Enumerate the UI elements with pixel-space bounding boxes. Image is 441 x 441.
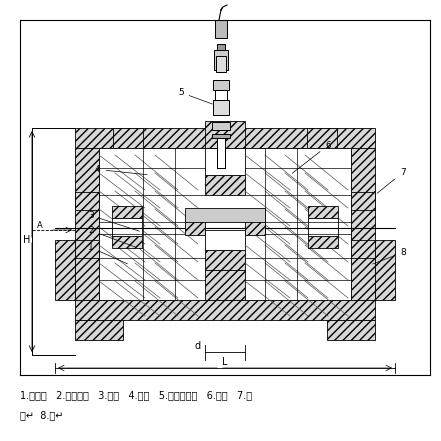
Text: 1: 1	[88, 243, 127, 264]
Bar	[212, 134, 230, 138]
Bar	[112, 206, 142, 218]
Text: d: d	[195, 341, 201, 351]
Bar	[217, 138, 225, 168]
Bar	[75, 148, 99, 300]
Text: 4: 4	[95, 165, 147, 175]
Bar	[205, 230, 245, 250]
Bar	[215, 20, 227, 38]
Bar	[351, 192, 375, 210]
Bar	[55, 240, 75, 300]
Bar	[75, 192, 99, 210]
Bar	[215, 90, 227, 100]
Bar	[205, 121, 245, 148]
Bar	[205, 250, 245, 270]
Bar	[185, 208, 265, 222]
Bar	[213, 80, 229, 90]
Text: L: L	[222, 357, 228, 367]
Text: 5: 5	[178, 88, 213, 104]
Bar	[205, 270, 245, 300]
Bar	[351, 240, 375, 258]
Bar	[75, 300, 375, 320]
Bar	[307, 128, 337, 148]
Bar	[308, 236, 338, 248]
Text: H: H	[23, 235, 31, 245]
Text: 7: 7	[377, 168, 406, 193]
Text: A: A	[37, 221, 43, 231]
Text: 承↵  8.轴↵: 承↵ 8.轴↵	[20, 410, 64, 420]
Bar	[245, 221, 265, 235]
Text: 1.球轴承   2.前导向件   3.张圈   4.壳体   5.前置放大器   6.叶轮   7.轴: 1.球轴承 2.前导向件 3.张圈 4.壳体 5.前置放大器 6.叶轮 7.轴	[20, 390, 252, 400]
Bar	[212, 132, 238, 152]
Bar	[214, 50, 228, 70]
Text: 3: 3	[88, 211, 139, 231]
Bar	[212, 122, 230, 130]
Bar	[185, 221, 205, 235]
Bar	[205, 175, 245, 195]
Bar	[112, 236, 142, 248]
Bar	[75, 320, 123, 340]
Bar	[216, 56, 226, 72]
Bar	[308, 218, 338, 236]
Text: 8: 8	[373, 248, 406, 264]
Bar	[375, 240, 395, 300]
Text: 2: 2	[88, 226, 135, 247]
Bar	[99, 148, 351, 300]
Bar	[75, 240, 99, 258]
Bar	[351, 148, 375, 300]
Text: 6: 6	[292, 141, 331, 173]
Bar	[327, 320, 375, 340]
Bar	[213, 100, 229, 115]
Bar	[205, 148, 245, 168]
Bar	[217, 44, 225, 52]
Bar	[205, 148, 245, 175]
Bar	[308, 206, 338, 218]
Bar	[75, 128, 375, 148]
Bar	[112, 218, 142, 236]
Bar	[113, 128, 143, 148]
